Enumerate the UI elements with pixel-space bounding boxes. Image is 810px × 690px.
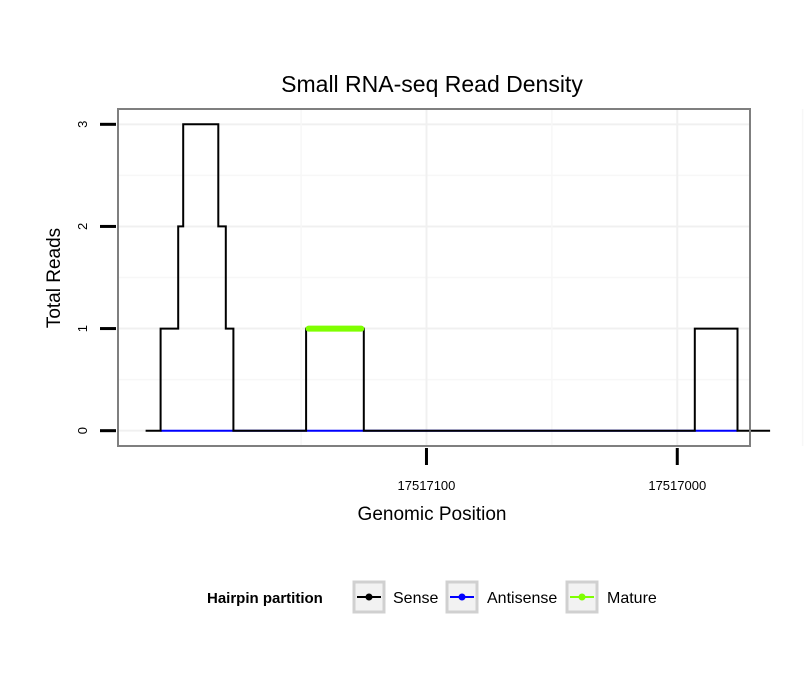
y-tick-label-1: 1	[75, 325, 90, 332]
legend-label-0: Sense	[393, 590, 438, 607]
legend-key-point-0	[365, 593, 373, 601]
y-axis: 0 1 2 3	[75, 121, 116, 434]
y-tick-label-3: 3	[75, 121, 90, 128]
x-axis-title: Genomic Position	[358, 504, 507, 525]
x-tick-label-0: 17517100	[398, 478, 456, 493]
legend-key-point-1	[458, 593, 466, 601]
legend-title: Hairpin partition	[207, 590, 323, 607]
x-tick-label-1: 17517000	[648, 478, 706, 493]
legend-key-point-2	[578, 593, 586, 601]
y-tick-label-2: 2	[75, 223, 90, 230]
y-axis-title: Total Reads	[44, 228, 65, 328]
legend-label-2: Mature	[607, 590, 657, 607]
legend-label-1: Antisense	[487, 590, 557, 607]
y-tick-label-0: 0	[75, 427, 90, 434]
chart-title: Small RNA-seq Read Density	[281, 71, 583, 97]
legend: Hairpin partition Sense Antisense Mature	[207, 580, 657, 614]
series-line-sense	[145, 123, 771, 432]
x-axis: 17517100 17517000	[398, 448, 706, 493]
plot-panel	[117, 108, 804, 447]
series-layer	[145, 123, 771, 432]
plot-border	[117, 108, 751, 447]
